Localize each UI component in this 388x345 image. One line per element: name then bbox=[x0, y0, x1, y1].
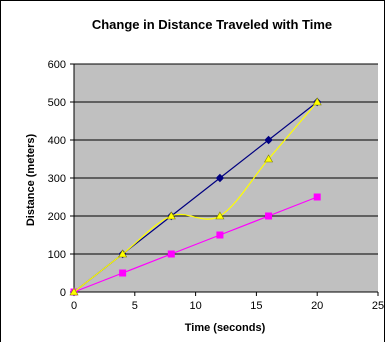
y-tick-label: 0 bbox=[60, 287, 66, 299]
x-tick-label: 5 bbox=[132, 300, 138, 312]
gridlines bbox=[74, 63, 378, 255]
data-point bbox=[119, 269, 127, 277]
x-tick-label: 25 bbox=[372, 300, 384, 312]
x-tick-label: 0 bbox=[71, 300, 77, 312]
tick-labels: 0 100 200 300 400 500 600 0 5 10 15 20 25 bbox=[48, 59, 384, 312]
series-3 bbox=[69, 97, 322, 296]
data-point bbox=[215, 173, 225, 183]
data-point bbox=[264, 135, 273, 145]
y-tick-label: 400 bbox=[48, 135, 66, 147]
data-point bbox=[166, 211, 176, 220]
y-tick-label: 500 bbox=[48, 97, 66, 109]
series-line bbox=[73, 196, 318, 293]
y-axis-title: Distance (meters) bbox=[25, 134, 37, 227]
data-point bbox=[118, 249, 128, 258]
x-tick-label: 15 bbox=[250, 300, 262, 312]
x-axis-title: Time (seconds) bbox=[185, 322, 266, 334]
chart-title: Change in Distance Traveled with Time bbox=[92, 17, 332, 32]
x-tick-label: 10 bbox=[189, 300, 201, 312]
data-point bbox=[264, 154, 274, 163]
data-point bbox=[313, 193, 321, 201]
x-tick-label: 20 bbox=[311, 300, 323, 312]
data-point bbox=[312, 97, 322, 106]
data-point bbox=[69, 287, 79, 296]
y-tick-label: 300 bbox=[48, 173, 66, 185]
y-tick-label: 100 bbox=[48, 249, 66, 261]
data-point bbox=[167, 250, 175, 258]
data-point bbox=[215, 211, 225, 220]
series-layer bbox=[69, 97, 322, 297]
data-point bbox=[216, 231, 224, 239]
data-point bbox=[265, 212, 273, 220]
y-tick-label: 200 bbox=[48, 211, 66, 223]
y-tick-label: 600 bbox=[48, 59, 66, 71]
